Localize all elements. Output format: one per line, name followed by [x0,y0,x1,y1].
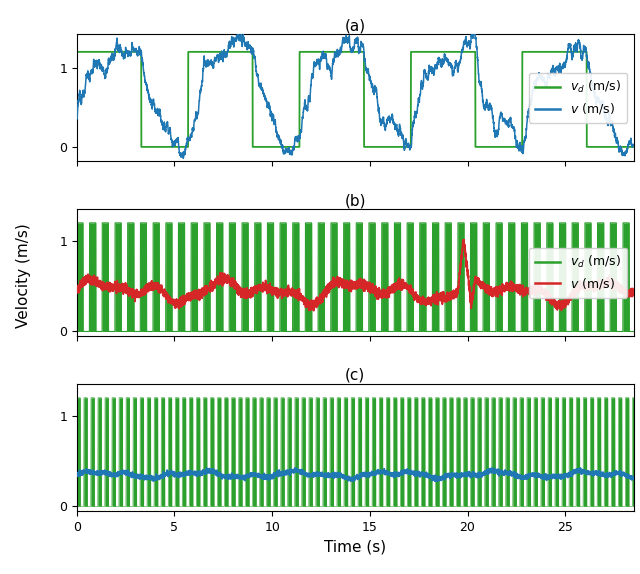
Text: Velocity (m/s): Velocity (m/s) [16,223,31,328]
Title: (a): (a) [344,18,366,33]
X-axis label: Time (s): Time (s) [324,539,387,554]
Title: (b): (b) [344,193,366,208]
Legend: $v_d$ (m/s), $v$ (m/s): $v_d$ (m/s), $v$ (m/s) [529,248,627,297]
Title: (c): (c) [345,368,365,383]
Legend: $v_d$ (m/s), $v$ (m/s): $v_d$ (m/s), $v$ (m/s) [529,73,627,123]
